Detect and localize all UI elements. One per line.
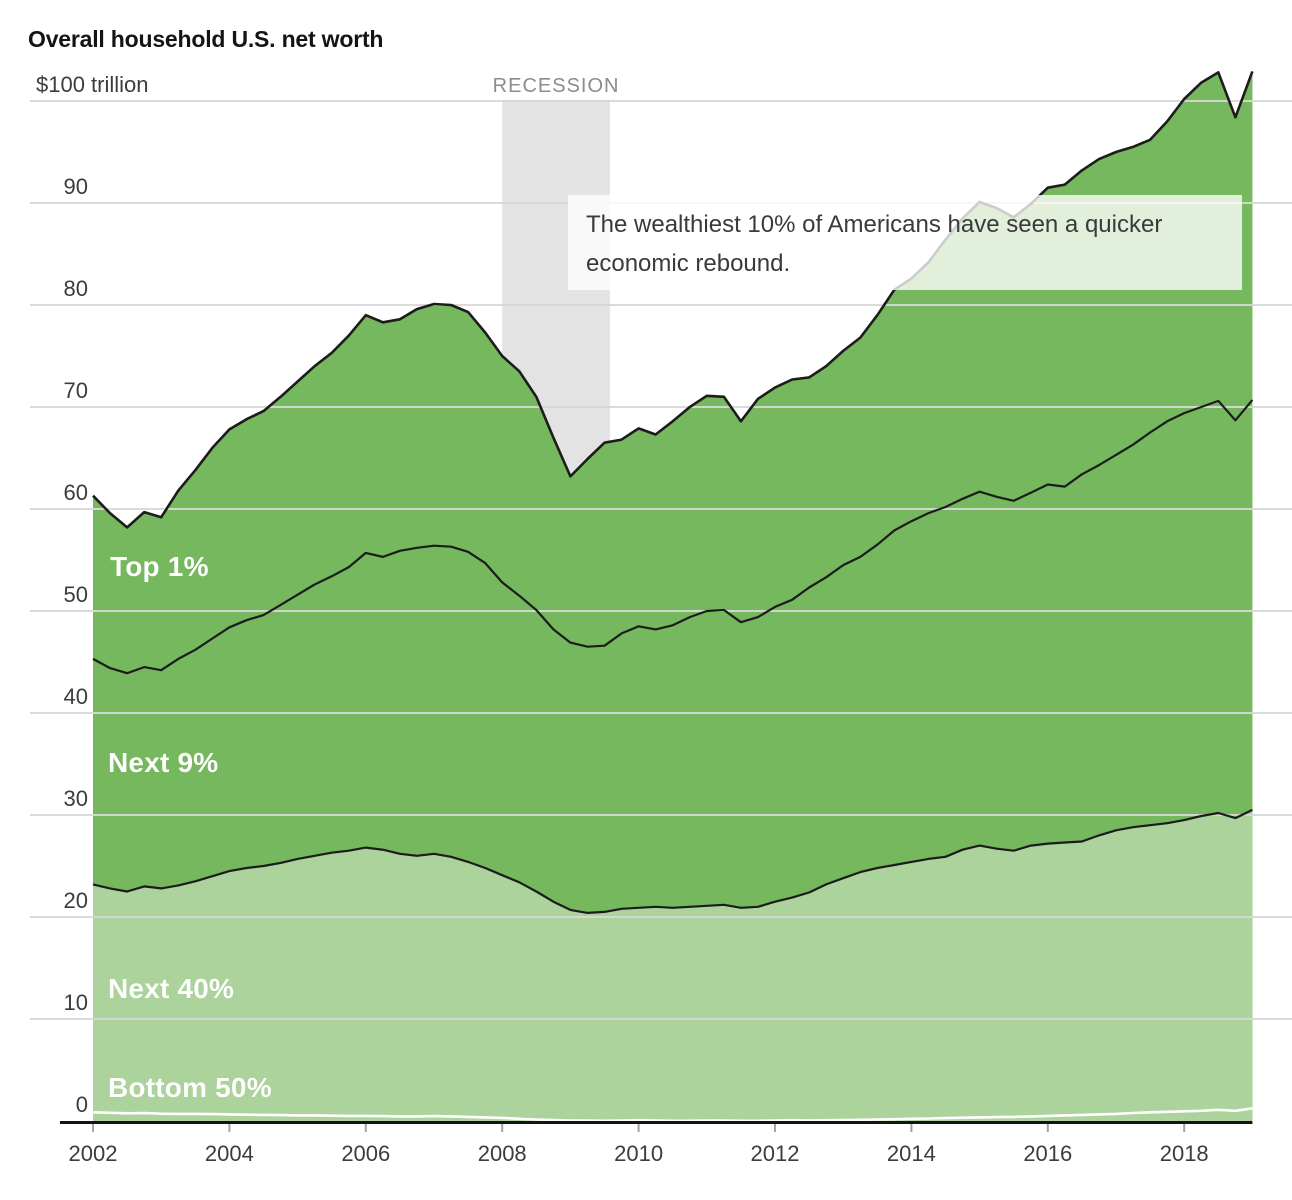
y-tick-label-20: 20 — [64, 888, 88, 913]
line-total — [92, 70, 1254, 529]
recession-label: RECESSION — [493, 75, 620, 97]
x-tick-label-2002: 2002 — [69, 1141, 118, 1166]
line-top1-boundary — [92, 399, 1254, 675]
band-label-bottom50: Bottom 50% — [108, 1072, 272, 1103]
band-label-top1: Top 1% — [110, 551, 209, 582]
area-next40-bottom50 — [93, 809, 1253, 1121]
x-tick-label-2014: 2014 — [887, 1141, 936, 1166]
y-tick-label-60: 60 — [64, 480, 88, 505]
x-tick-label-2008: 2008 — [478, 1141, 527, 1166]
y-tick-label-50: 50 — [64, 582, 88, 607]
y-tick-label-30: 30 — [64, 786, 88, 811]
x-tick-label-2018: 2018 — [1160, 1141, 1209, 1166]
y-tick-label-80: 80 — [64, 276, 88, 301]
y-tick-label-40: 40 — [64, 684, 88, 709]
y-tick-label-10: 10 — [64, 990, 88, 1015]
x-tick-label-2004: 2004 — [205, 1141, 254, 1166]
annotation-box: The wealthiest 10% of Americans have see… — [568, 195, 1242, 290]
x-tick-label-2010: 2010 — [614, 1141, 663, 1166]
y-axis-unit-label: $100 trillion — [36, 72, 149, 97]
page-title: Overall household U.S. net worth — [28, 26, 384, 52]
y-tick-label-0: 0 — [76, 1092, 88, 1117]
y-tick-label-90: 90 — [64, 174, 88, 199]
line-bottom50-boundary — [92, 1107, 1253, 1123]
x-tick-label-2006: 2006 — [341, 1141, 390, 1166]
annotation-line-2: economic rebound. — [586, 250, 791, 277]
x-tick-label-2012: 2012 — [751, 1141, 800, 1166]
line-next9-boundary — [92, 808, 1253, 915]
annotation-line-1: The wealthiest 10% of Americans have see… — [586, 211, 1163, 238]
band-label-next40: Next 40% — [108, 973, 235, 1004]
y-tick-label-70: 70 — [64, 378, 88, 403]
band-label-next9: Next 9% — [108, 747, 219, 778]
x-tick-label-2016: 2016 — [1023, 1141, 1072, 1166]
